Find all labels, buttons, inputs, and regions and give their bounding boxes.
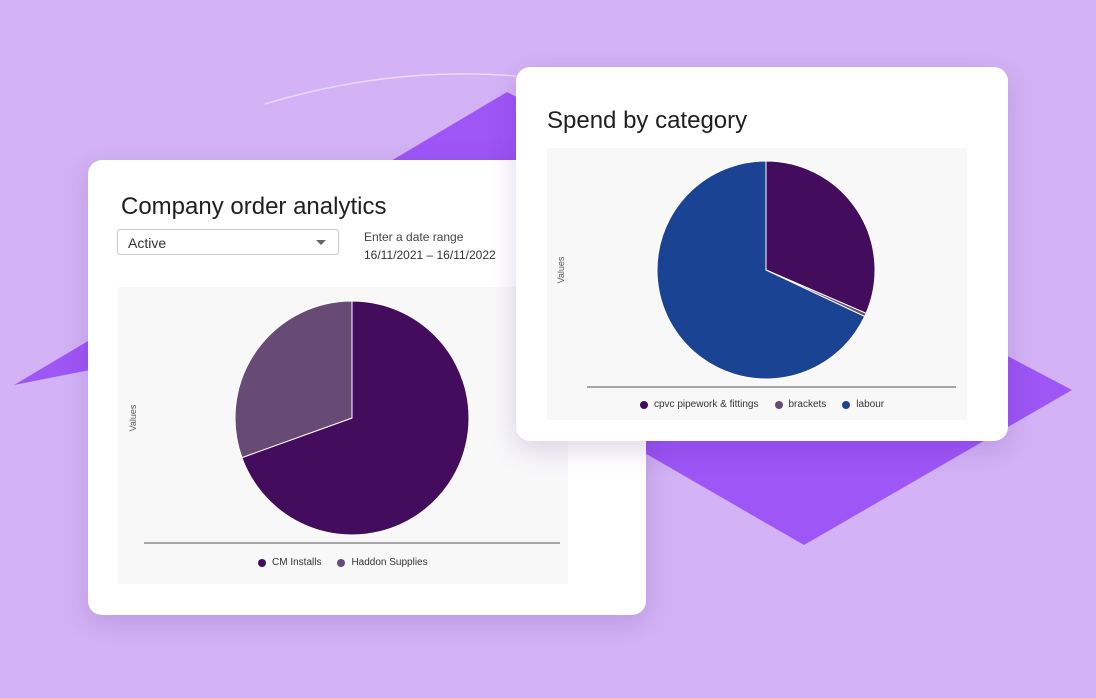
order-chart-area: Values CM Installs Haddon Supplies	[118, 287, 568, 584]
order-pie-chart	[144, 300, 560, 544]
legend-label: cpvc pipework & fittings	[654, 399, 759, 410]
legend-item[interactable]: labour	[842, 399, 884, 410]
legend-swatch	[258, 558, 266, 567]
status-filter-select[interactable]: Active	[117, 229, 339, 255]
background-arc-line	[264, 73, 517, 105]
date-range-input[interactable]: 16/11/2021 – 16/11/2022	[364, 248, 496, 262]
legend-label: labour	[856, 399, 885, 410]
pie-slice-labour[interactable]	[656, 160, 866, 380]
spend-chart-legend: cpvc pipework & fittings brackets labour	[640, 399, 884, 410]
y-axis-label: Values	[556, 256, 566, 284]
legend-label: brackets	[788, 399, 827, 410]
chevron-down-icon	[316, 240, 326, 245]
legend-item[interactable]: Haddon Supplies	[337, 557, 428, 568]
legend-swatch	[640, 400, 648, 409]
legend-item[interactable]: CM Installs	[258, 557, 321, 568]
spend-chart-area: Values cpvc pipework & fittings brackets l…	[547, 148, 967, 420]
legend-label: Haddon Supplies	[351, 557, 428, 568]
legend-item[interactable]: brackets	[774, 399, 827, 410]
pie-slice-cm-installs[interactable]	[241, 300, 470, 536]
spend-pie-chart	[587, 160, 956, 388]
spend-category-card: Spend by category Values cpvc pipework &…	[516, 67, 1008, 441]
date-range-label: Enter a date range	[364, 230, 464, 244]
legend-swatch	[337, 558, 346, 567]
pie-slice-cpvc-pipework-fittings[interactable]	[765, 160, 876, 314]
legend-swatch	[774, 400, 783, 409]
y-axis-label: Values	[128, 404, 138, 432]
spend-category-title: Spend by category	[547, 107, 748, 134]
status-filter-value: Active	[128, 235, 167, 251]
legend-item[interactable]: cpvc pipework & fittings	[640, 399, 759, 410]
legend-label: CM Installs	[272, 557, 322, 568]
order-analytics-title: Company order analytics	[121, 193, 387, 220]
legend-swatch	[842, 400, 851, 409]
order-chart-legend: CM Installs Haddon Supplies	[258, 557, 428, 568]
pie-slice-haddon-supplies[interactable]	[234, 300, 353, 459]
